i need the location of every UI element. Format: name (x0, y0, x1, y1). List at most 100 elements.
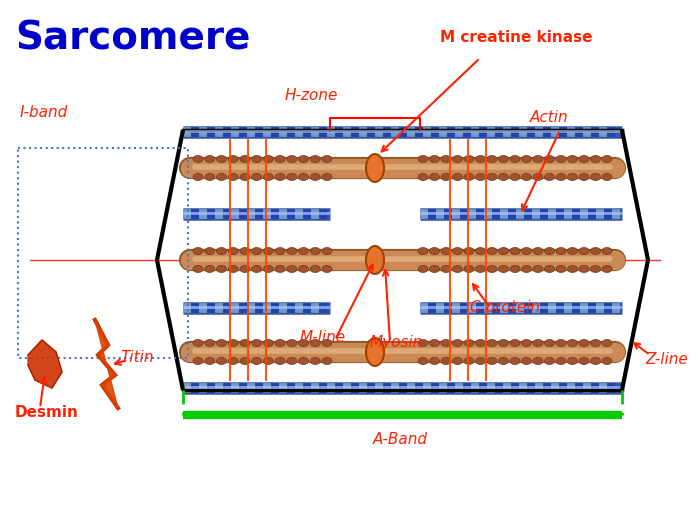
Ellipse shape (533, 155, 543, 163)
Ellipse shape (602, 155, 612, 163)
Ellipse shape (545, 155, 554, 163)
Ellipse shape (522, 357, 531, 365)
Ellipse shape (298, 339, 309, 347)
Ellipse shape (568, 174, 578, 180)
Ellipse shape (441, 266, 451, 272)
Ellipse shape (522, 248, 531, 254)
Ellipse shape (418, 266, 428, 272)
Ellipse shape (322, 339, 332, 347)
Ellipse shape (533, 248, 543, 254)
Ellipse shape (204, 339, 215, 347)
Ellipse shape (464, 357, 474, 365)
Ellipse shape (522, 339, 531, 347)
Ellipse shape (591, 339, 601, 347)
Ellipse shape (193, 266, 203, 272)
Text: Desmin: Desmin (15, 405, 79, 420)
Ellipse shape (475, 248, 486, 254)
Ellipse shape (475, 339, 486, 347)
Ellipse shape (193, 155, 203, 163)
Ellipse shape (240, 248, 250, 254)
Ellipse shape (310, 174, 321, 180)
Ellipse shape (228, 357, 238, 365)
Ellipse shape (204, 266, 215, 272)
Ellipse shape (579, 266, 589, 272)
Ellipse shape (464, 339, 474, 347)
Ellipse shape (275, 248, 285, 254)
Ellipse shape (533, 357, 543, 365)
Ellipse shape (545, 339, 554, 347)
Ellipse shape (216, 155, 227, 163)
Ellipse shape (298, 174, 309, 180)
Ellipse shape (556, 248, 566, 254)
Ellipse shape (216, 339, 227, 347)
Text: Myosin: Myosin (370, 335, 424, 350)
Ellipse shape (475, 357, 486, 365)
Ellipse shape (287, 155, 297, 163)
Ellipse shape (240, 357, 250, 365)
Ellipse shape (287, 339, 297, 347)
Ellipse shape (418, 248, 428, 254)
Ellipse shape (287, 174, 297, 180)
Ellipse shape (568, 266, 578, 272)
Ellipse shape (498, 155, 508, 163)
Text: Titin: Titin (120, 351, 153, 366)
Ellipse shape (591, 266, 601, 272)
Ellipse shape (251, 155, 262, 163)
Ellipse shape (366, 338, 384, 366)
Ellipse shape (510, 174, 520, 180)
Ellipse shape (298, 357, 309, 365)
Ellipse shape (487, 174, 497, 180)
Ellipse shape (418, 339, 428, 347)
Ellipse shape (452, 174, 463, 180)
Ellipse shape (216, 174, 227, 180)
Ellipse shape (251, 339, 262, 347)
Ellipse shape (441, 248, 451, 254)
Ellipse shape (240, 155, 250, 163)
Ellipse shape (591, 357, 601, 365)
Ellipse shape (204, 248, 215, 254)
Ellipse shape (556, 174, 566, 180)
Ellipse shape (322, 155, 332, 163)
Ellipse shape (475, 174, 486, 180)
Ellipse shape (310, 339, 321, 347)
Ellipse shape (310, 266, 321, 272)
Ellipse shape (545, 266, 554, 272)
Ellipse shape (498, 248, 508, 254)
Ellipse shape (298, 155, 309, 163)
Ellipse shape (510, 155, 520, 163)
Ellipse shape (204, 357, 215, 365)
Ellipse shape (263, 174, 274, 180)
Ellipse shape (298, 266, 309, 272)
Ellipse shape (510, 248, 520, 254)
Ellipse shape (287, 248, 297, 254)
Polygon shape (95, 320, 118, 408)
Ellipse shape (522, 174, 531, 180)
Ellipse shape (251, 174, 262, 180)
Ellipse shape (487, 248, 497, 254)
Ellipse shape (522, 266, 531, 272)
Ellipse shape (602, 266, 612, 272)
Ellipse shape (579, 155, 589, 163)
Ellipse shape (568, 339, 578, 347)
Ellipse shape (430, 174, 440, 180)
Ellipse shape (430, 357, 440, 365)
Ellipse shape (240, 266, 250, 272)
Ellipse shape (545, 357, 554, 365)
Ellipse shape (487, 357, 497, 365)
Text: Sarcomere: Sarcomere (15, 20, 251, 58)
Text: C protein: C protein (470, 300, 540, 315)
Ellipse shape (310, 357, 321, 365)
Ellipse shape (545, 174, 554, 180)
Ellipse shape (452, 248, 463, 254)
Ellipse shape (430, 339, 440, 347)
Ellipse shape (263, 266, 274, 272)
Ellipse shape (216, 357, 227, 365)
Ellipse shape (275, 174, 285, 180)
Ellipse shape (475, 155, 486, 163)
Ellipse shape (579, 174, 589, 180)
Text: M creatine kinase: M creatine kinase (440, 30, 592, 45)
Ellipse shape (263, 155, 274, 163)
Ellipse shape (441, 339, 451, 347)
Ellipse shape (240, 174, 250, 180)
Ellipse shape (568, 357, 578, 365)
